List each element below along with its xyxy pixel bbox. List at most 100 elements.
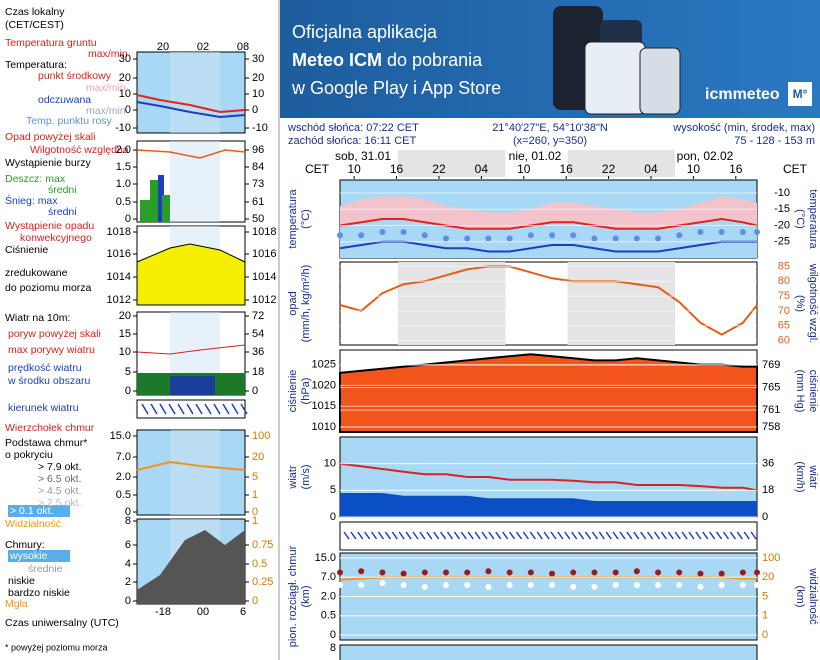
wind-arrow — [633, 531, 640, 540]
legend-label: prędkość wiatru — [8, 362, 82, 374]
legend-label: (CET/CEST) — [5, 19, 64, 31]
y-tick-label: 1 — [762, 610, 768, 622]
y-axis-label: wiatr — [287, 465, 299, 490]
series-dot — [549, 581, 556, 588]
wind-arrow — [605, 531, 612, 540]
wind-arrow — [681, 531, 688, 540]
wind-arrow — [729, 531, 737, 540]
legend-label: Opad powyżej skali — [5, 131, 95, 143]
banner-bold: Meteo ICM — [292, 50, 382, 70]
series-dot — [379, 580, 386, 587]
series-dot — [676, 232, 683, 239]
mini-night — [170, 430, 220, 515]
label-highlight — [8, 505, 70, 517]
mini-tick-label: 15 — [119, 328, 131, 340]
x-tick-label: 16 — [729, 162, 743, 176]
series-area — [340, 219, 757, 258]
y-tick-label: -20 — [774, 219, 790, 231]
series-dot — [591, 235, 598, 242]
mini-tick-label: 5 — [252, 471, 258, 483]
mini-tick-label: 20 — [252, 451, 264, 463]
series-dot — [443, 581, 450, 588]
wind-arrow — [736, 531, 743, 540]
mini-tick-label: 1014 — [107, 271, 131, 283]
banner-text: w Google Play i App Store — [291, 78, 501, 98]
wind-arrow — [419, 531, 426, 540]
legend-label: zredukowane — [5, 267, 68, 279]
x-tick-label: 16 — [559, 162, 573, 176]
y-tick-label: 5 — [762, 590, 768, 602]
night-shade — [397, 262, 506, 345]
legend-label: Podstawa chmur* — [5, 437, 87, 449]
y-tick-label: 36 — [762, 458, 774, 470]
legend-label: Wilgotność względna — [30, 144, 129, 156]
legend-label: Temp. punktu rosy — [26, 115, 113, 127]
mini-tick-label: 1018 — [107, 226, 131, 238]
banner[interactable] — [280, 0, 820, 118]
series-dot — [655, 235, 662, 242]
logo: icmmeteo — [705, 86, 780, 103]
series-dot — [485, 583, 492, 590]
sunrise: wschód słońca: 07:22 CET — [287, 122, 419, 134]
y-tick-label: 769 — [762, 359, 780, 371]
mini-tick-label: 73 — [252, 178, 264, 190]
y-tick-label: 80 — [778, 275, 790, 287]
series-dot — [591, 569, 598, 576]
sunset: zachód słońca: 16:11 CET — [288, 135, 416, 147]
mini-tick-label: 1016 — [252, 248, 276, 260]
mini-tick-label: 1012 — [252, 294, 276, 306]
series-dot — [697, 583, 704, 590]
y-tick-label: 65 — [778, 320, 790, 332]
wind-arrow — [695, 531, 702, 540]
y2-axis-label: (%) — [794, 295, 806, 312]
mini-tick-label: 2 — [125, 576, 131, 588]
series-dot — [570, 583, 577, 590]
wind-arrow — [412, 531, 419, 540]
wind-arrow — [377, 531, 385, 540]
mini-tick-label: 36 — [252, 346, 264, 358]
legend-label: * powyżej poziomu morza — [5, 642, 108, 652]
legend-label: > 0.1 okt. — [10, 505, 54, 517]
banner-text: do pobrania — [387, 50, 483, 70]
series-dot — [718, 570, 725, 577]
wind-arrow — [364, 531, 371, 540]
mini-tick-label: 1018 — [252, 226, 276, 238]
time-label: 00 — [197, 606, 209, 618]
series-dot — [421, 569, 428, 576]
wind-arrow — [502, 531, 509, 540]
mini-night — [170, 52, 220, 133]
plot-area — [339, 644, 758, 660]
legend-label: Mgła — [5, 598, 28, 610]
series-dot — [570, 569, 577, 576]
y-tick-label: 761 — [762, 404, 780, 416]
y-axis-label: opad — [287, 291, 299, 315]
series-dot — [527, 569, 534, 576]
y-tick-label: 60 — [778, 334, 790, 346]
wind-arrow — [467, 531, 474, 540]
wind-arrow — [750, 531, 757, 540]
mini-tick-label: 0 — [125, 104, 131, 116]
wind-arrow — [619, 531, 626, 540]
mini-clouds — [137, 530, 245, 604]
legend-label: Wystąpienie opadu — [5, 220, 94, 232]
y-tick-label: 15.0 — [315, 552, 336, 564]
grid-point: (x=260, y=350) — [513, 135, 587, 147]
wind-arrow — [584, 531, 592, 540]
mini-precip — [150, 180, 158, 222]
series-dot — [400, 581, 407, 588]
y-tick-label: 765 — [762, 382, 780, 394]
mini-tick-label: 0 — [252, 595, 258, 607]
mini-precip — [162, 195, 170, 222]
series-dot — [718, 581, 725, 588]
series-dot — [506, 235, 513, 242]
series-line — [339, 462, 758, 492]
mini-tick-label: 100 — [252, 430, 270, 442]
wind-arrow — [667, 531, 674, 540]
mini-tick-label: 8 — [125, 515, 131, 527]
y-axis-label: (m/s) — [300, 464, 312, 489]
mini-panel — [136, 399, 246, 419]
series-dot — [527, 581, 534, 588]
series-dot — [379, 569, 386, 576]
mini-humidity — [136, 149, 246, 159]
y2-axis-label: wilgotność wzgl. — [807, 263, 819, 343]
